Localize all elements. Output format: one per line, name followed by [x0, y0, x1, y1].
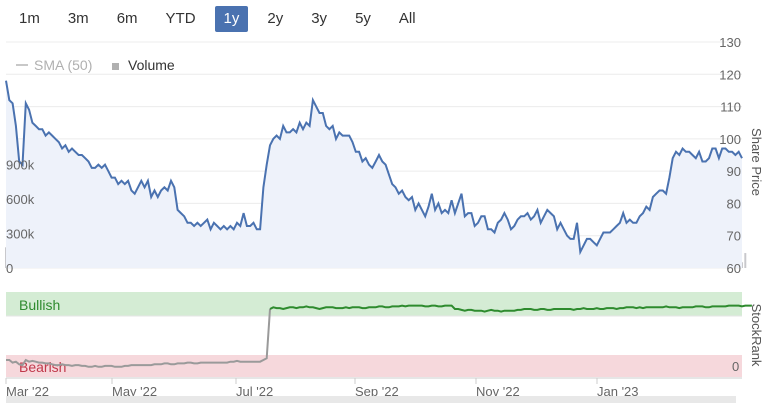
x-tick-label: Nov '22 [476, 384, 520, 399]
bullish-label: Bullish [19, 297, 60, 313]
navigator-scrollbar[interactable] [6, 396, 736, 403]
price-line [5, 80, 743, 256]
price-tick-label: 110 [720, 100, 741, 115]
stockrank-axis-title: StockRank [749, 304, 764, 367]
x-tick-label: Mar '22 [6, 384, 49, 399]
stockrank-line-bullish [269, 304, 752, 313]
bearish-label: Bearish [19, 359, 66, 375]
price-tick-label: 130 [719, 35, 741, 50]
price-tick-label: 70 [727, 229, 741, 244]
share-price-axis-title: Share Price [749, 128, 764, 196]
range-button-1m[interactable]: 1m [19, 10, 40, 27]
x-tick-label: Jul '22 [236, 384, 273, 399]
price-tick-label: 80 [727, 196, 741, 211]
x-tick-label: Jan '23 [597, 384, 639, 399]
stockrank-line-neutral [6, 308, 271, 368]
price-area [6, 80, 742, 268]
bullish-zone [6, 292, 742, 316]
price-tick-label: 120 [719, 67, 741, 82]
range-button-1y[interactable]: 1y [214, 6, 249, 32]
x-tick-label: Sep '22 [355, 384, 399, 399]
x-tick-label: May '22 [112, 384, 157, 399]
range-button-2y[interactable]: 2y [267, 10, 284, 27]
stockrank-zero-label: 0 [732, 359, 739, 374]
volume-legend-swatch[interactable] [112, 63, 119, 70]
range-button-3y[interactable]: 3y [311, 10, 328, 27]
range-button-all[interactable]: All [398, 10, 416, 27]
volume-tick-label: 900k [6, 158, 35, 173]
sma-legend-label[interactable]: SMA (50) [34, 57, 92, 73]
price-tick-label: 60 [727, 261, 741, 276]
volume-tick-label: 300k [6, 227, 35, 242]
range-button-6m[interactable]: 6m [116, 10, 138, 27]
price-tick-label: 100 [719, 132, 741, 147]
volume-bar [744, 253, 747, 268]
x-axis: Mar '22 May '22 Jul '22 Sep '22 Nov '22 Jan '… [5, 378, 639, 399]
range-selector: 1m 3m 6m YTD 1y 2y 3y 5y All [10, 6, 435, 34]
volume-axis: 900k 600k 300k 0 [6, 158, 35, 277]
volume-legend-label[interactable]: Volume [128, 57, 175, 73]
volume-tick-label: 600k [6, 192, 35, 207]
price-axis: 130 120 110 100 90 80 70 60 [719, 35, 741, 276]
bearish-zone [6, 355, 742, 377]
range-button-ytd[interactable]: YTD [165, 10, 196, 27]
chart-legend: SMA (50) Volume [16, 57, 175, 73]
volume-tick-label: 0 [6, 261, 13, 276]
price-tick-label: 90 [727, 164, 741, 179]
range-button-3m[interactable]: 3m [67, 10, 89, 27]
range-button-5y[interactable]: 5y [355, 10, 371, 27]
